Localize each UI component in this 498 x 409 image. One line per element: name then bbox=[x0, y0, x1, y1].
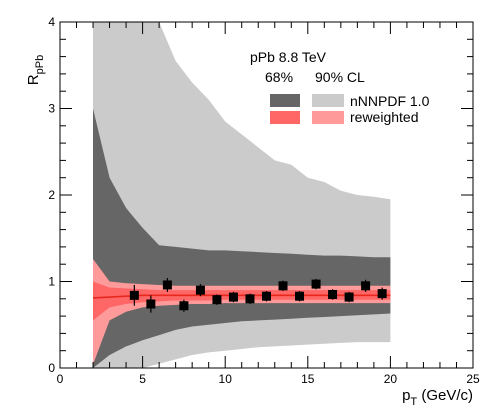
y-tick-label: 1 bbox=[48, 275, 55, 289]
legend-cl-90: 90% CL bbox=[315, 69, 365, 85]
legend-swatch-reweighted-90 bbox=[312, 111, 344, 124]
data-marker bbox=[361, 281, 371, 291]
data-point bbox=[212, 294, 222, 305]
x-tick-label: 20 bbox=[384, 372, 398, 386]
data-point bbox=[146, 295, 156, 313]
data-marker bbox=[195, 285, 205, 295]
data-point bbox=[179, 299, 189, 312]
legend-cl-68: 68% bbox=[265, 69, 293, 85]
data-marker bbox=[179, 301, 189, 311]
data-point bbox=[278, 280, 288, 292]
data-marker bbox=[228, 292, 238, 302]
data-marker bbox=[311, 279, 321, 289]
data-marker bbox=[295, 291, 305, 301]
legend-title: pPb 8.8 TeV bbox=[250, 49, 327, 65]
data-point bbox=[311, 278, 321, 290]
legend: pPb 8.8 TeV 68% 90% CL nNNPDF 1.0 reweig… bbox=[250, 49, 430, 125]
tick-labels: 0 5 10 15 20 25 0 1 2 3 4 bbox=[48, 15, 480, 386]
data-point bbox=[344, 291, 354, 303]
y-tick-label: 3 bbox=[48, 102, 55, 116]
y-tick-label: 0 bbox=[48, 361, 55, 375]
data-point bbox=[262, 291, 271, 302]
data-point bbox=[328, 289, 338, 300]
data-marker bbox=[212, 295, 222, 305]
data-points bbox=[129, 278, 387, 313]
x-tick-label: 15 bbox=[301, 372, 315, 386]
x-tick-label: 5 bbox=[139, 372, 146, 386]
data-marker bbox=[344, 292, 354, 302]
legend-swatch-reweighted-68 bbox=[270, 111, 300, 124]
legend-label-reweighted: reweighted bbox=[350, 109, 419, 125]
data-marker bbox=[129, 290, 139, 300]
legend-swatch-nnnpdf-68 bbox=[270, 94, 300, 107]
data-marker bbox=[328, 289, 338, 299]
x-tick-label: 0 bbox=[57, 372, 64, 386]
reweighted-central-line bbox=[92, 294, 391, 299]
y-tick-label: 4 bbox=[48, 15, 55, 29]
data-point bbox=[162, 278, 172, 292]
data-point bbox=[361, 279, 371, 292]
legend-label-nnnpdf: nNNPDF 1.0 bbox=[350, 93, 430, 109]
x-tick-label: 10 bbox=[219, 372, 233, 386]
data-point bbox=[245, 293, 255, 304]
x-tick-label: 25 bbox=[466, 372, 480, 386]
data-marker bbox=[162, 280, 172, 290]
data-marker bbox=[146, 299, 156, 309]
data-marker bbox=[278, 281, 288, 291]
data-marker bbox=[377, 289, 387, 299]
data-point bbox=[377, 287, 387, 300]
data-point bbox=[129, 284, 139, 306]
x-axis-title: pT (GeV/c) bbox=[402, 387, 473, 408]
legend-swatch-nnnpdf-90 bbox=[312, 94, 344, 107]
central-line bbox=[92, 294, 391, 299]
data-marker bbox=[245, 294, 255, 304]
data-point bbox=[228, 291, 238, 303]
data-point bbox=[195, 284, 205, 297]
y-axis-title: RpPb bbox=[25, 55, 46, 85]
data-marker bbox=[262, 291, 271, 301]
y-tick-label: 2 bbox=[48, 188, 55, 202]
data-point bbox=[295, 291, 305, 302]
axis-ticks bbox=[59, 21, 474, 369]
